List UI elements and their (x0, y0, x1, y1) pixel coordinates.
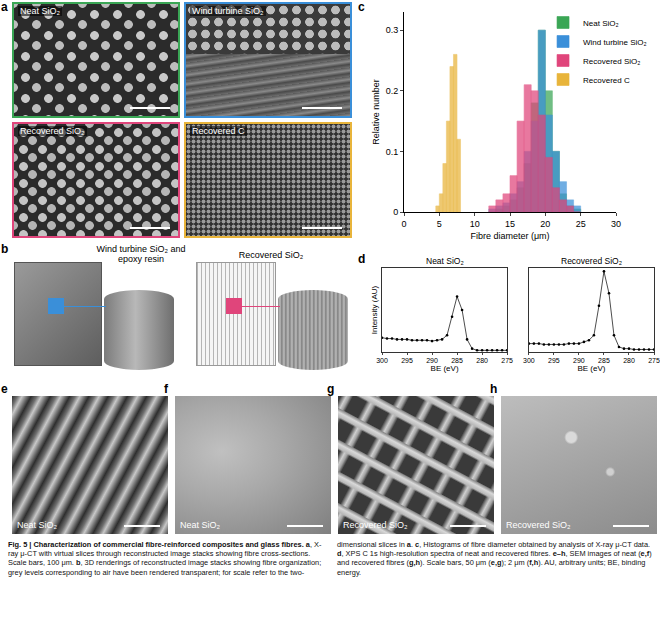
svg-text:Wind turbine SiO₂: Wind turbine SiO₂ (583, 38, 647, 47)
svg-text:285: 285 (598, 357, 610, 364)
svg-text:Intensity (AU): Intensity (AU) (370, 285, 379, 334)
svg-text:295: 295 (401, 357, 413, 364)
html-text:h: h (490, 382, 498, 396)
html-text:Recovered SiO₂: Recovered SiO₂ (238, 250, 304, 260)
svg-text:BE (eV): BE (eV) (431, 364, 459, 373)
svg-text:Relative number: Relative number (371, 79, 381, 145)
svg-text:295: 295 (548, 357, 560, 364)
html-text:g: g (327, 382, 335, 396)
svg-text:Fibre diameter (μm): Fibre diameter (μm) (470, 231, 549, 241)
html-text:Recovered SiO₂: Recovered SiO₂ (343, 520, 408, 530)
html-text:d: d (358, 252, 366, 266)
svg-text:290: 290 (573, 357, 585, 364)
svg-text:0: 0 (401, 219, 406, 229)
svg-text:280: 280 (476, 357, 488, 364)
svg-text:Recovered C: Recovered C (583, 76, 630, 85)
html-text:c: c (358, 0, 365, 14)
html-text:Neat SiO₂: Neat SiO₂ (20, 6, 60, 16)
svg-text:10: 10 (470, 219, 480, 229)
svg-text:0: 0 (393, 207, 398, 217)
svg-text:30: 30 (611, 219, 621, 229)
svg-text:300: 300 (523, 357, 535, 364)
svg-text:0.3: 0.3 (386, 25, 399, 35)
svg-text:300: 300 (376, 357, 388, 364)
svg-text:285: 285 (451, 357, 463, 364)
svg-text:290: 290 (426, 357, 438, 364)
html-text:Recovered SiO₂: Recovered SiO₂ (506, 520, 571, 530)
html-text:d, XPS C 1s high-resolution sp: d, XPS C 1s high-resolution spectra of n… (337, 549, 652, 577)
svg-text:15: 15 (505, 219, 515, 229)
html-text:Recovered C: Recovered C (192, 126, 245, 136)
html-text:a: a (1, 0, 8, 14)
svg-text:Neat SiO₂: Neat SiO₂ (426, 256, 464, 266)
svg-text:5: 5 (437, 219, 442, 229)
html-text:b: b (1, 242, 9, 256)
html-text:Wind turbine SiO₂ and epoxy re: Wind turbine SiO₂ and epoxy resin (96, 244, 186, 264)
html-text:Recovered SiO₂: Recovered SiO₂ (20, 126, 85, 136)
svg-text:280: 280 (623, 357, 635, 364)
svg-text:Recovered SiO₂: Recovered SiO₂ (583, 57, 640, 66)
svg-text:275: 275 (648, 357, 660, 364)
html-text:f: f (164, 382, 168, 396)
html-text:Neat SiO₂: Neat SiO₂ (17, 520, 57, 530)
html-text:Wind turbine SiO₂: Wind turbine SiO₂ (192, 6, 264, 16)
svg-text:275: 275 (501, 357, 513, 364)
svg-text:0.2: 0.2 (386, 86, 399, 96)
html-text:Neat SiO₂: Neat SiO₂ (180, 520, 220, 530)
svg-text:Neat SiO₂: Neat SiO₂ (583, 19, 619, 28)
svg-text:Recovered SiO₂: Recovered SiO₂ (561, 256, 622, 266)
svg-text:25: 25 (576, 219, 586, 229)
svg-text:20: 20 (540, 219, 550, 229)
svg-text:0.1: 0.1 (386, 147, 399, 157)
html-text:e: e (1, 382, 8, 396)
html-text:Fig. 5 | Characterization of c: Fig. 5 | Characterization of commercial … (8, 540, 651, 577)
svg-text:BE (eV): BE (eV) (577, 364, 605, 373)
